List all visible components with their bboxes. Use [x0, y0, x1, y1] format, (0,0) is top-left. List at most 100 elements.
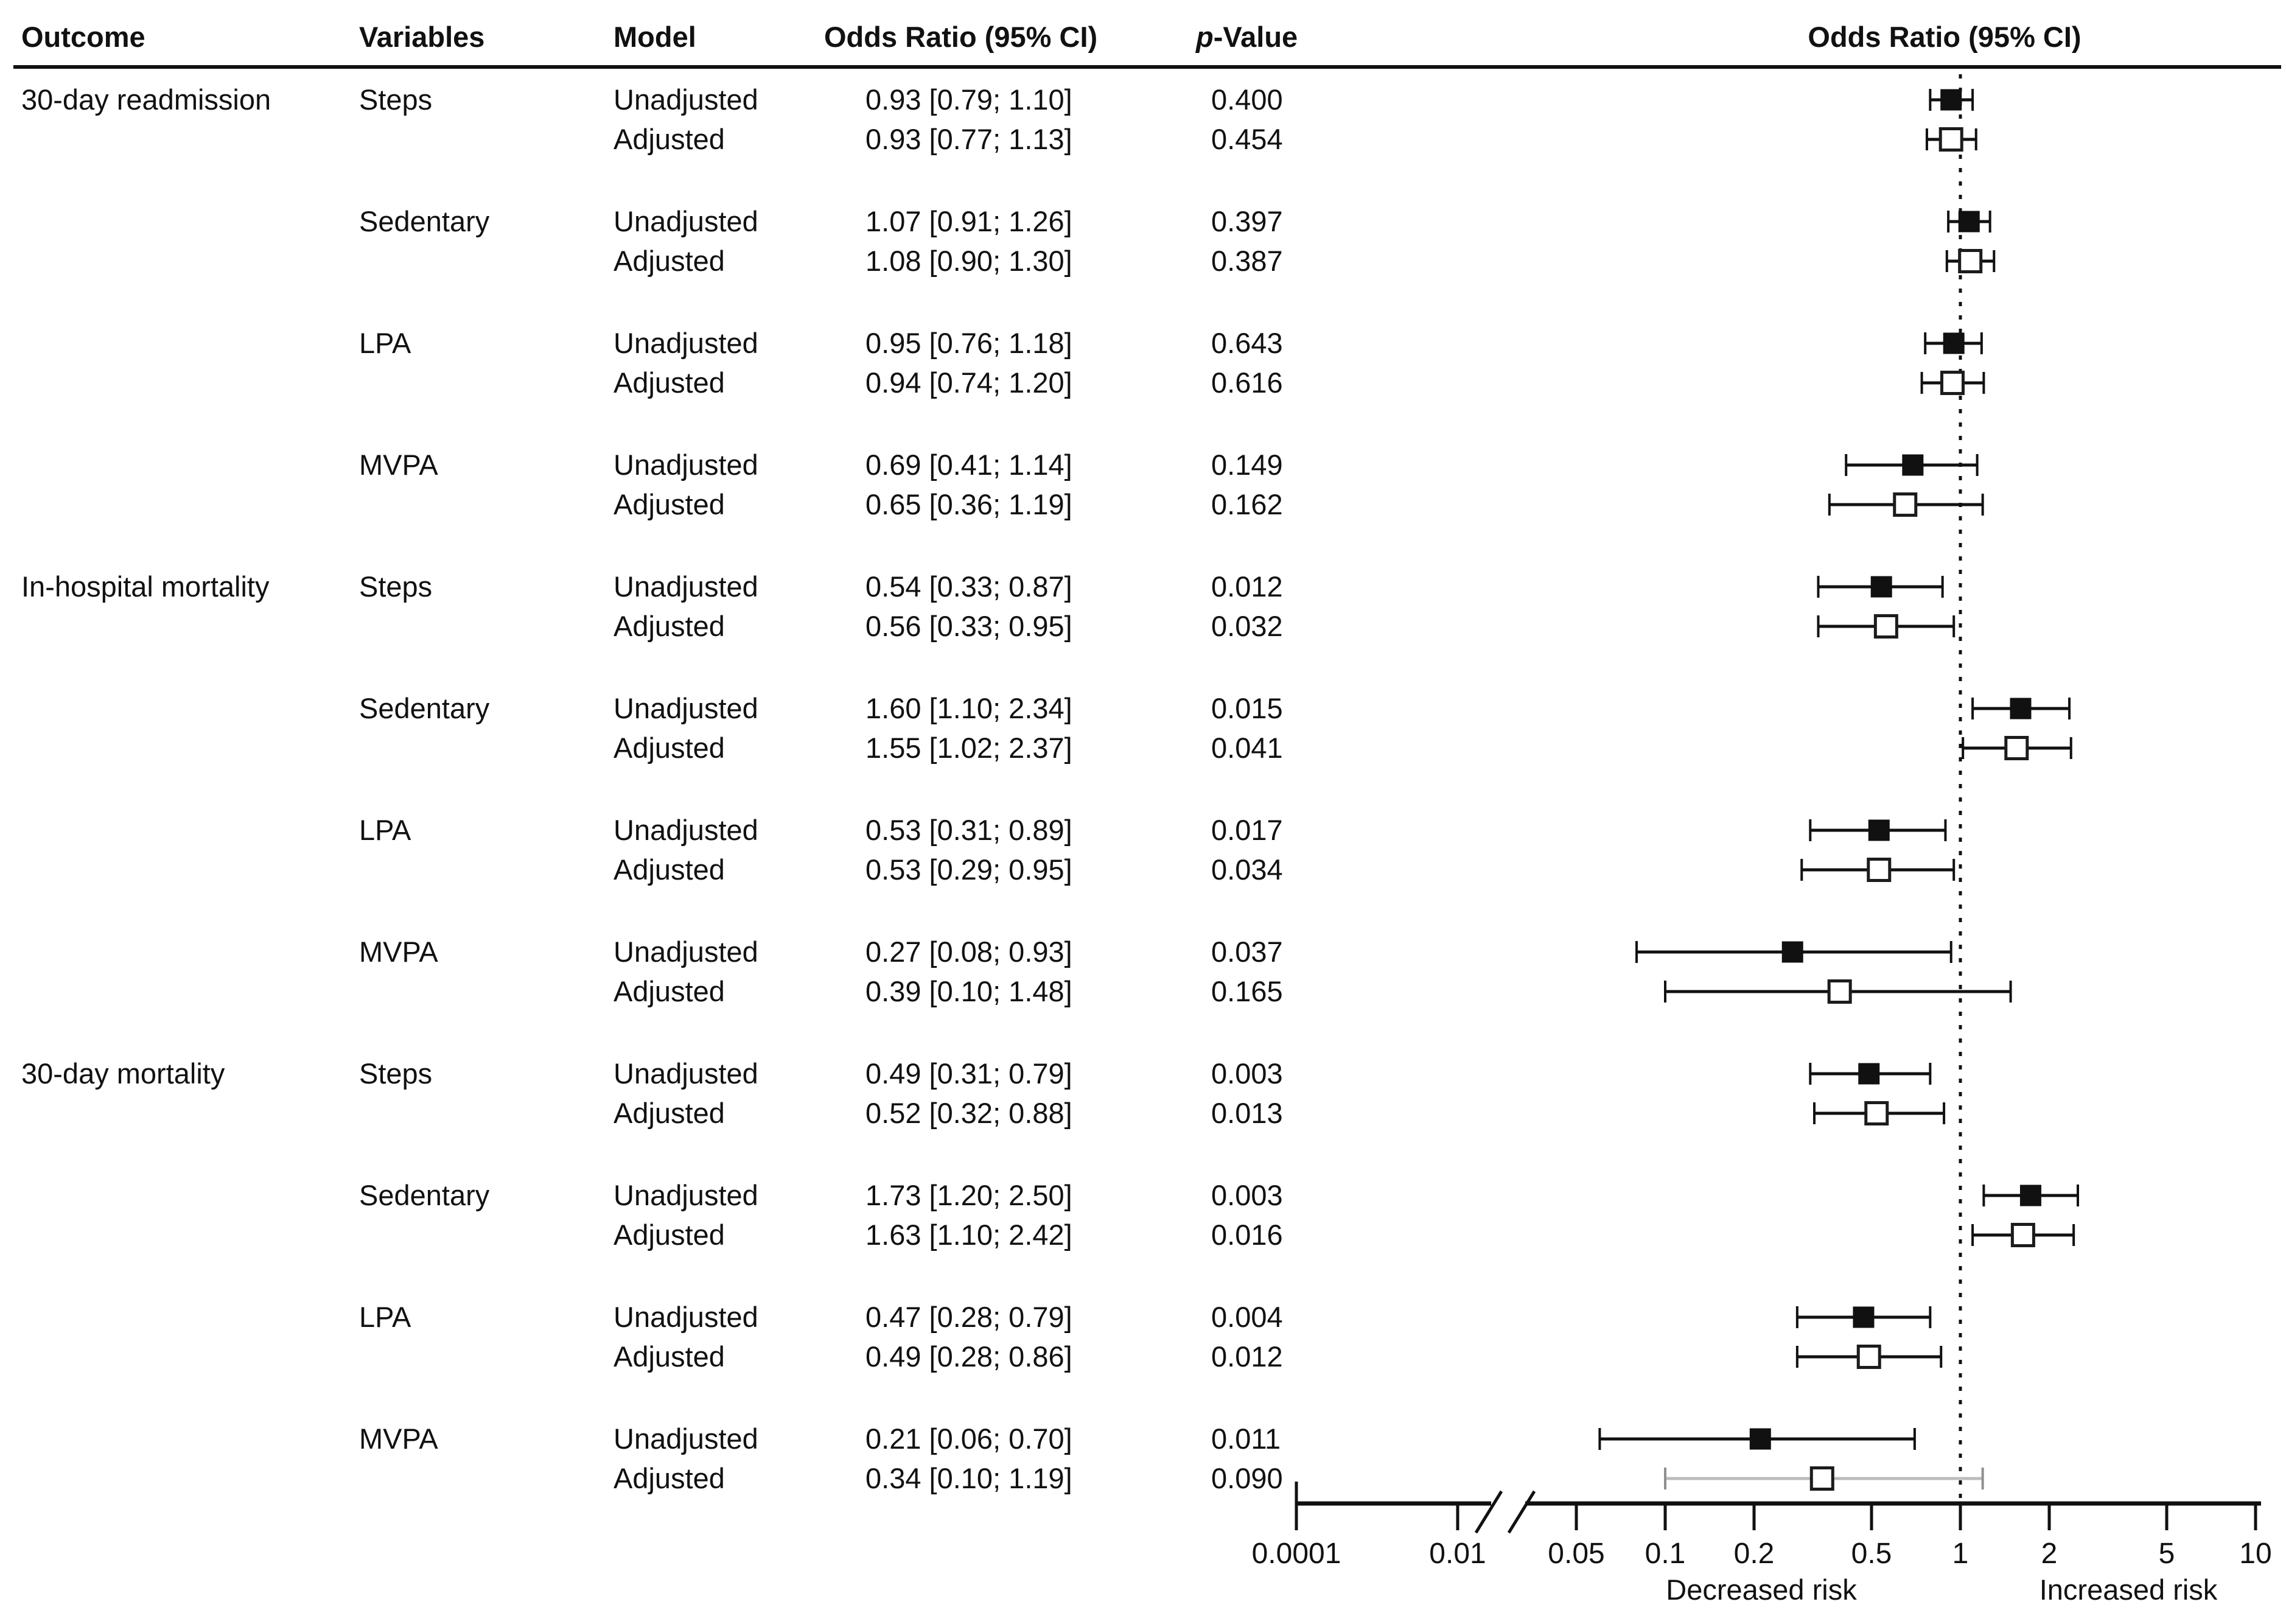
row-p-text: 0.003 [1211, 1179, 1283, 1211]
axis-break-slash [1474, 1490, 1503, 1534]
row-or-text: 0.52 [0.32; 0.88] [865, 1097, 1072, 1129]
or-marker-filled-unadjusted [1958, 211, 1980, 233]
row-model-label: Unadjusted [613, 1301, 758, 1333]
row-p-text: 0.400 [1211, 83, 1283, 116]
or-marker-open-adjusted [1873, 614, 1898, 639]
axis-label-decreased-risk: Decreased risk [1666, 1573, 1857, 1606]
row-p-text: 0.616 [1211, 366, 1283, 399]
row-model-label: Adjusted [613, 1462, 725, 1494]
row-variable-label: MVPA [359, 936, 438, 968]
row-model-label: Adjusted [613, 1340, 725, 1373]
row-model-label: Unadjusted [613, 936, 758, 968]
row-model-label: Adjusted [613, 488, 725, 520]
row-or-text: 0.94 [0.74; 1.20] [865, 366, 1072, 399]
column-header-p-value: p-Value [1196, 19, 1298, 55]
row-or-text: 1.08 [0.90; 1.30] [865, 245, 1072, 277]
row-or-text: 0.53 [0.31; 0.89] [865, 814, 1072, 846]
row-outcome-label: In-hospital mortality [21, 570, 270, 603]
or-marker-filled-unadjusted [2019, 1185, 2041, 1206]
row-model-label: Adjusted [613, 1219, 725, 1251]
row-p-text: 0.162 [1211, 488, 1283, 520]
axis-tick-label: 5 [2159, 1538, 2175, 1570]
axis-tick-label: 0.0001 [1252, 1538, 1341, 1570]
or-marker-open-adjusted [2010, 1223, 2035, 1247]
row-variable-label: Steps [359, 83, 433, 116]
axis-tick-label: 0.5 [1851, 1538, 1892, 1570]
p-value-rest: -Value [1213, 21, 1298, 53]
row-p-text: 0.012 [1211, 1340, 1283, 1373]
axis-tick-label: 10 [2239, 1538, 2271, 1570]
or-marker-open-adjusted [1938, 127, 1963, 152]
or-marker-open-adjusted [2004, 736, 2029, 760]
or-marker-filled-unadjusted [1781, 941, 1803, 963]
or-marker-open-adjusted [1893, 492, 1918, 517]
row-p-text: 0.012 [1211, 570, 1283, 603]
row-or-text: 0.65 [0.36; 1.19] [865, 488, 1072, 520]
axis-tick-label: 0.1 [1645, 1538, 1686, 1570]
row-p-text: 0.397 [1211, 205, 1283, 237]
header-rule [13, 65, 2281, 69]
row-or-text: 0.93 [0.79; 1.10] [865, 83, 1072, 116]
or-marker-open-adjusted [1958, 249, 1983, 273]
row-model-label: Unadjusted [613, 1423, 758, 1455]
axis-tick-label: 2 [2041, 1538, 2058, 1570]
row-variable-label: LPA [359, 327, 411, 359]
row-or-text: 0.34 [0.10; 1.19] [865, 1462, 1072, 1494]
or-marker-filled-unadjusted [1940, 89, 1962, 111]
or-marker-open-adjusted [1864, 1101, 1889, 1125]
axis-break-slash [1507, 1490, 1536, 1534]
row-or-text: 0.95 [0.76; 1.18] [865, 327, 1072, 359]
row-model-label: Adjusted [613, 975, 725, 1007]
row-model-label: Adjusted [613, 610, 725, 642]
row-p-text: 0.013 [1211, 1097, 1283, 1129]
or-marker-filled-unadjusted [1868, 819, 1890, 841]
row-or-text: 0.49 [0.28; 0.86] [865, 1340, 1072, 1373]
row-p-text: 0.643 [1211, 327, 1283, 359]
row-or-text: 0.54 [0.33; 0.87] [865, 570, 1072, 603]
row-or-text: 1.60 [1.10; 2.34] [865, 692, 1072, 724]
row-model-label: Unadjusted [613, 1057, 758, 1090]
axis-tick-label: 1 [1952, 1538, 1969, 1570]
or-marker-open-adjusted [1809, 1466, 1834, 1491]
row-p-text: 0.090 [1211, 1462, 1283, 1494]
row-model-label: Adjusted [613, 245, 725, 277]
or-marker-filled-unadjusted [1749, 1428, 1771, 1450]
row-variable-label: Sedentary [359, 1179, 490, 1211]
row-or-text: 1.55 [1.02; 2.37] [865, 732, 1072, 764]
row-p-text: 0.017 [1211, 814, 1283, 846]
or-marker-filled-unadjusted [1858, 1063, 1880, 1085]
row-model-label: Unadjusted [613, 83, 758, 116]
row-outcome-label: 30-day mortality [21, 1057, 225, 1090]
row-or-text: 1.73 [1.20; 2.50] [865, 1179, 1072, 1211]
row-p-text: 0.165 [1211, 975, 1283, 1007]
row-model-label: Adjusted [613, 1097, 725, 1129]
row-variable-label: MVPA [359, 449, 438, 481]
row-variable-label: MVPA [359, 1423, 438, 1455]
row-model-label: Unadjusted [613, 570, 758, 603]
row-model-label: Unadjusted [613, 205, 758, 237]
axis-label-increased-risk: Increased risk [2040, 1573, 2218, 1606]
row-p-text: 0.037 [1211, 936, 1283, 968]
plot-header-odds-ratio: Odds Ratio (95% CI) [1808, 21, 2082, 53]
or-marker-filled-unadjusted [2010, 698, 2032, 719]
row-model-label: Unadjusted [613, 327, 758, 359]
row-model-label: Adjusted [613, 853, 725, 886]
row-p-text: 0.034 [1211, 853, 1283, 886]
row-or-text: 0.53 [0.29; 0.95] [865, 853, 1072, 886]
or-marker-filled-unadjusted [1870, 576, 1892, 598]
row-p-text: 0.016 [1211, 1219, 1283, 1251]
or-marker-open-adjusted [1827, 979, 1852, 1004]
axis-tick-label: 0.01 [1429, 1538, 1486, 1570]
row-model-label: Unadjusted [613, 449, 758, 481]
row-variable-label: Steps [359, 1057, 433, 1090]
row-or-text: 1.63 [1.10; 2.42] [865, 1219, 1072, 1251]
row-model-label: Unadjusted [613, 1179, 758, 1211]
row-or-text: 0.27 [0.08; 0.93] [865, 936, 1072, 968]
row-p-text: 0.041 [1211, 732, 1283, 764]
or-marker-filled-unadjusted [1943, 332, 1965, 354]
axis-tick-label: 0.05 [1548, 1538, 1604, 1570]
row-or-text: 0.93 [0.77; 1.13] [865, 123, 1072, 155]
row-p-text: 0.004 [1211, 1301, 1283, 1333]
row-model-label: Unadjusted [613, 814, 758, 846]
